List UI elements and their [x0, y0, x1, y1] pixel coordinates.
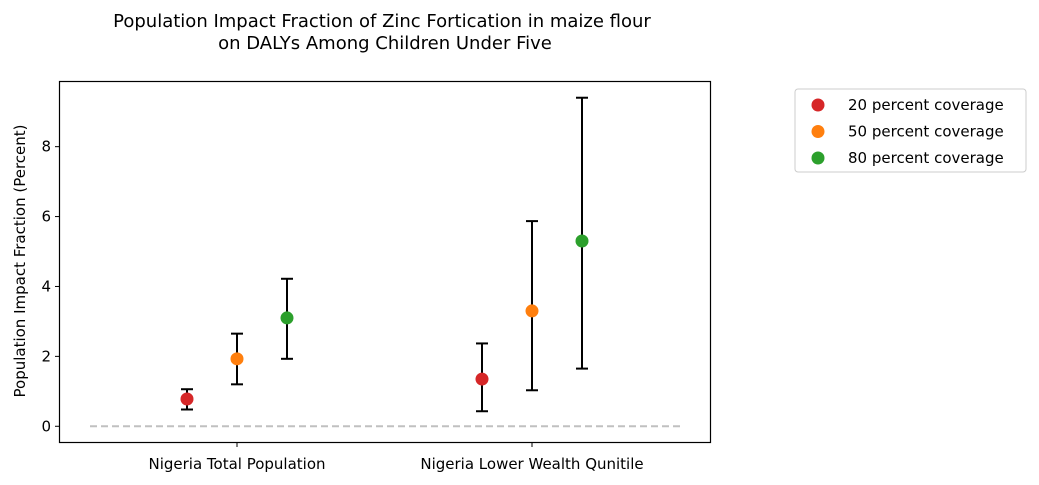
- legend-label-0: 20 percent coverage: [848, 96, 1004, 114]
- x-tick-label-1: Nigeria Lower Wealth Qunitile: [420, 455, 643, 473]
- data-point-s2-c0: [280, 311, 294, 325]
- y-tick-label-4: 4: [41, 277, 51, 295]
- legend-label-1: 50 percent coverage: [848, 123, 1004, 141]
- data-point-s2-c1: [575, 234, 589, 248]
- data-point-s0-c1: [475, 372, 489, 386]
- y-tick-label-6: 6: [41, 208, 51, 226]
- chart-title: Population Impact Fraction of Zinc Forti…: [113, 11, 651, 54]
- legend-label-2: 80 percent coverage: [848, 149, 1004, 167]
- data-point-s0-c0: [180, 392, 194, 406]
- data-point-s1-c1: [525, 304, 539, 318]
- y-tick-label-0: 0: [41, 417, 51, 435]
- y-tick-label-2: 2: [41, 347, 51, 365]
- legend: 20 percent coverage 50 percent coverage 80…: [794, 88, 1027, 173]
- data-point-s1-c0: [230, 352, 244, 366]
- legend-marker-1: [811, 125, 825, 138]
- legend-marker-0: [811, 98, 825, 112]
- chart-title-line-2: on DALYs Among Children Under Five: [218, 33, 552, 54]
- y-axis-label: Population Impact Fraction (Percent): [11, 124, 29, 397]
- legend-box: [794, 88, 1027, 173]
- plot-frame: [58, 80, 712, 444]
- y-tick-label-8: 8: [41, 138, 51, 156]
- plot-area: 0 2 4 6 8 Nigeria Total Population Nigeria Low…: [41, 96, 682, 473]
- chart-title-line-1: Population Impact Fraction of Zinc Forti…: [113, 11, 651, 32]
- x-tick-label-0: Nigeria Total Population: [148, 455, 325, 473]
- legend-marker-2: [811, 151, 825, 165]
